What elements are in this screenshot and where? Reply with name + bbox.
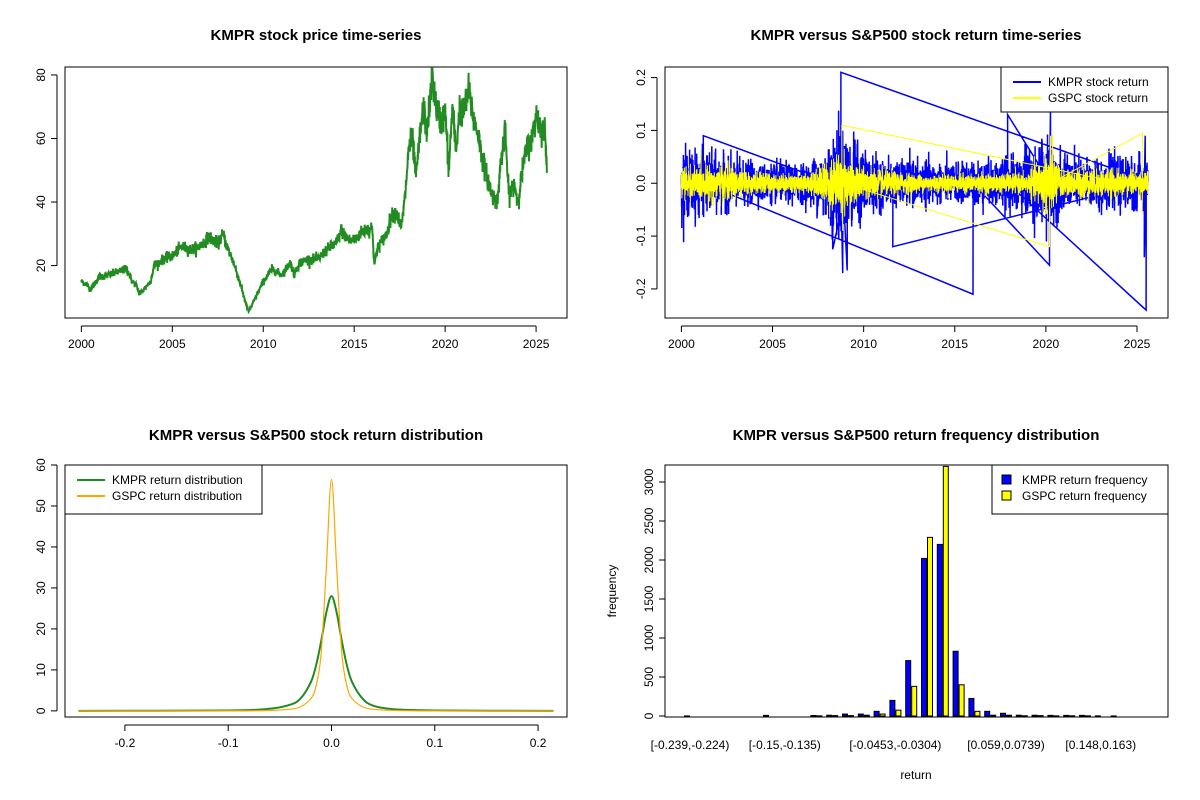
y-tick-label: 1500 <box>642 585 656 612</box>
legend-box <box>991 464 1169 515</box>
kmpr-frequency-bar <box>905 660 912 717</box>
y-tick-label: 2000 <box>642 546 656 573</box>
kmpr-frequency-bar <box>952 650 959 717</box>
legend-box <box>64 464 263 515</box>
x-tick-label: -0.1 <box>218 736 239 750</box>
gspc-frequency-bar <box>927 536 933 717</box>
kmpr-frequency-bar <box>1063 714 1070 717</box>
plot-frame-frequency <box>664 464 1169 718</box>
y-tick-label: 20 <box>34 259 48 273</box>
y-tick-label: 80 <box>34 68 48 82</box>
x-tick-label: 0.2 <box>530 736 547 750</box>
x-tick-label: [-0.239,-0.224) <box>651 738 730 752</box>
y-tick-label: 2500 <box>642 507 656 534</box>
kmpr-frequency-bar <box>921 557 927 717</box>
legend-swatch <box>1001 490 1012 501</box>
plot-frame-price <box>64 66 568 319</box>
kmpr-frequency-bar <box>968 697 975 717</box>
x-tick-label: -0.2 <box>115 736 136 750</box>
gspc-frequency-bar <box>958 684 965 717</box>
kmpr-frequency-bar <box>873 710 880 717</box>
legend-label: KMPR return distribution <box>112 473 243 487</box>
kmpr-frequency-bar <box>842 713 848 717</box>
y-tick-label: -0.1 <box>634 225 648 246</box>
chart-title-frequency: KMPR versus S&P500 return frequency dist… <box>733 427 1100 444</box>
kmpr-frequency-bar <box>826 714 833 717</box>
y-tick-label: 30 <box>34 581 48 595</box>
x-tick-label: 0.0 <box>323 736 340 750</box>
kmpr-density-line <box>78 595 554 712</box>
kmpr-frequency-bar <box>857 713 864 717</box>
x-tick-label: 2000 <box>68 337 95 351</box>
y-axis-label-frequency: frequency <box>605 565 619 618</box>
kmpr-frequency-bar <box>1031 714 1038 717</box>
kmpr-frequency-bar <box>889 699 896 717</box>
plot-frame-returns <box>664 66 1169 319</box>
y-tick-label: 1000 <box>642 624 656 651</box>
x-tick-label: 2015 <box>341 337 368 351</box>
kmpr-frequency-bar <box>1047 714 1054 717</box>
legend-swatch <box>1001 474 1012 485</box>
x-tick-label: 2015 <box>941 337 968 351</box>
gspc-frequency-bar <box>990 714 997 717</box>
y-tick-label: 20 <box>34 622 48 636</box>
gspc-frequency-bar <box>863 714 870 717</box>
x-tick-label: [-0.15,-0.135) <box>749 738 821 752</box>
x-tick-label: 2025 <box>1124 337 1151 351</box>
x-tick-label: 2010 <box>850 337 877 351</box>
y-tick-label: 60 <box>34 131 48 145</box>
x-axis-label-return: return <box>900 768 931 782</box>
gspc-frequency-bar <box>879 713 886 717</box>
x-tick-label: [0.148,0.163) <box>1065 738 1136 752</box>
gspc-frequency-bar <box>911 685 918 717</box>
x-tick-label: [-0.0453,-0.0304) <box>849 738 941 752</box>
kmpr-frequency-bar <box>1079 714 1085 717</box>
y-tick-label: 60 <box>34 458 48 472</box>
legend-label: GSPC stock return <box>1048 91 1148 105</box>
price-line <box>80 67 548 315</box>
gspc-frequency-bar <box>895 709 902 717</box>
y-tick-label: 40 <box>34 540 48 554</box>
plot-frame-distribution <box>64 464 568 718</box>
kmpr-frequency-bar <box>1015 714 1022 717</box>
gspc-frequency-bar <box>942 465 949 717</box>
x-tick-label: 2025 <box>523 337 550 351</box>
chart-title-distribution: KMPR versus S&P500 stock return distribu… <box>149 427 483 444</box>
y-tick-label: 3000 <box>642 468 656 495</box>
gspc-return-line <box>680 124 1149 248</box>
y-tick-label: 10 <box>34 663 48 677</box>
kmpr-frequency-bar <box>984 710 991 717</box>
x-tick-label: 2020 <box>1033 337 1060 351</box>
legend-label: KMPR return frequency <box>1022 473 1147 487</box>
y-tick-label: 0 <box>34 707 48 714</box>
y-tick-label: 0.1 <box>634 122 648 139</box>
x-tick-label: [0.059,0.0739) <box>967 738 1044 752</box>
kmpr-frequency-bar <box>1000 712 1006 717</box>
chart-title-price: KMPR stock price time-series <box>211 27 422 44</box>
y-tick-label: 500 <box>642 667 656 687</box>
legend-label: GSPC return distribution <box>112 489 242 503</box>
x-tick-label: 2005 <box>759 337 786 351</box>
legend-label: KMPR stock return <box>1048 75 1149 89</box>
y-tick-label: 50 <box>34 499 48 513</box>
y-tick-label: 0 <box>642 712 656 719</box>
x-tick-label: 2010 <box>250 337 277 351</box>
gspc-frequency-bar <box>974 710 981 717</box>
x-tick-label: 2005 <box>159 337 186 351</box>
y-tick-label: 40 <box>34 195 48 209</box>
kmpr-frequency-bar <box>763 714 769 717</box>
x-tick-label: 2000 <box>668 337 695 351</box>
gspc-density-line <box>78 478 554 712</box>
x-tick-label: 0.1 <box>426 736 443 750</box>
y-tick-label: 0.2 <box>634 69 648 86</box>
kmpr-frequency-bar <box>936 543 943 717</box>
y-tick-label: -0.2 <box>634 278 648 299</box>
gspc-frequency-bar <box>1006 714 1012 717</box>
legend-label: GSPC return frequency <box>1022 489 1147 503</box>
y-tick-label: 0.0 <box>634 175 648 192</box>
legend-box <box>1000 66 1169 113</box>
x-tick-label: 2020 <box>432 337 459 351</box>
chart-title-returns: KMPR versus S&P500 stock return time-ser… <box>751 27 1082 44</box>
